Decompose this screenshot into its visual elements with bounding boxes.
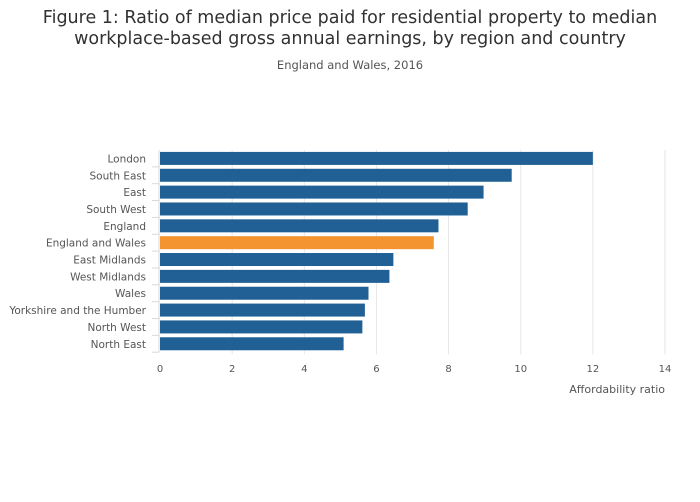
category-labels: London South East East South West England Eng… — [8, 153, 146, 350]
chart-title: Figure 1: Ratio of median price paid for… — [0, 8, 700, 50]
category-label: England — [103, 221, 146, 233]
category-label: South East — [89, 170, 146, 182]
gridlines — [152, 150, 666, 355]
x-tick-label: 12 — [586, 364, 599, 375]
bar-south-west[interactable] — [160, 202, 468, 216]
category-label: South West — [86, 204, 146, 216]
x-tick-label: 14 — [659, 364, 672, 375]
bar-south-east[interactable] — [160, 168, 512, 182]
category-label: East — [123, 187, 146, 199]
chart-subtitle: England and Wales, 2016 — [276, 58, 424, 72]
category-label: North West — [87, 322, 146, 334]
bar-england-and-wales[interactable] — [160, 236, 434, 250]
x-axis-label: Affordability ratio — [569, 383, 665, 396]
bar-west-midlands[interactable] — [160, 269, 390, 283]
x-tick-label: 10 — [514, 364, 527, 375]
x-tick-label: 4 — [301, 364, 307, 375]
x-tick-labels: 0 2 4 6 8 10 12 14 — [157, 364, 672, 375]
bar-east[interactable] — [160, 185, 484, 199]
bar-yorkshire-and-the-humber[interactable] — [160, 303, 365, 317]
bar-north-east[interactable] — [160, 337, 344, 351]
chart-title-line-2: workplace-based gross annual earnings, b… — [74, 29, 626, 49]
chart-title-line-1: Figure 1: Ratio of median price paid for… — [42, 8, 658, 28]
x-tick-label: 0 — [157, 364, 163, 375]
category-label: North East — [91, 339, 146, 351]
category-label: West Midlands — [70, 271, 146, 283]
category-label: Wales — [115, 288, 146, 300]
bars — [160, 151, 593, 351]
bar-east-midlands[interactable] — [160, 253, 394, 267]
bar-london[interactable] — [160, 151, 593, 165]
bar-wales[interactable] — [160, 286, 369, 300]
category-label: England and Wales — [46, 238, 146, 250]
x-tick-label: 8 — [445, 364, 451, 375]
category-label: London — [108, 153, 147, 165]
bar-north-west[interactable] — [160, 320, 363, 334]
category-label: East Midlands — [73, 255, 146, 267]
x-tick-label: 6 — [373, 364, 379, 375]
bar-england[interactable] — [160, 219, 439, 233]
x-tick-label: 2 — [229, 364, 235, 375]
category-label: Yorkshire and the Humber — [8, 305, 146, 317]
